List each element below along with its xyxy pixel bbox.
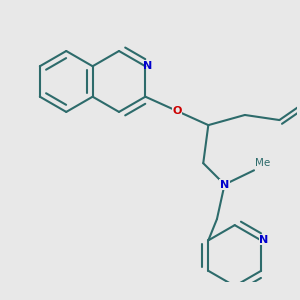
- Text: N: N: [143, 61, 152, 71]
- Text: O: O: [172, 106, 182, 116]
- Text: N: N: [259, 236, 268, 245]
- Text: N: N: [220, 179, 229, 190]
- Text: Me: Me: [255, 158, 270, 168]
